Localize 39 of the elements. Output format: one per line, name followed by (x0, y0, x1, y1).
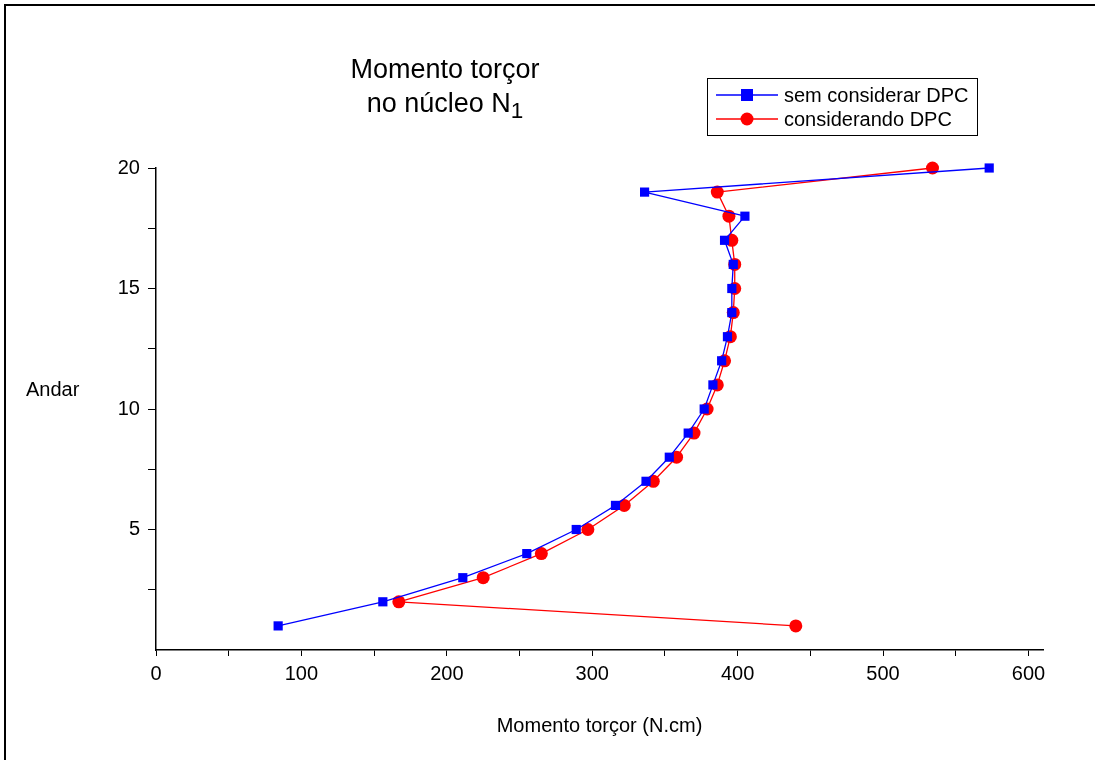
point (378, 597, 388, 607)
legend-label: sem considerar DPC (784, 83, 969, 107)
point (719, 235, 730, 245)
point (641, 476, 651, 486)
x-tick-label: 0 (150, 661, 162, 684)
point (728, 259, 738, 269)
x-axis-title: Momento torçor (N.cm) (496, 713, 703, 736)
x-tick-label: 200 (430, 661, 464, 684)
point (571, 524, 581, 535)
point (610, 500, 621, 510)
point (789, 619, 803, 633)
point (984, 163, 994, 173)
x-tick-label: 600 (1011, 661, 1046, 684)
chart-title: Momento torçor no núcleo N$_{1}$ (349, 53, 541, 126)
point (708, 380, 718, 390)
point (699, 404, 709, 414)
y-tick-label: 10 (117, 396, 140, 419)
point (740, 211, 750, 221)
point (722, 332, 733, 342)
point (683, 428, 693, 438)
point (727, 283, 737, 294)
point (476, 571, 490, 585)
point (522, 549, 532, 559)
legend-label: considerando DPC (784, 107, 952, 131)
x-tick-label: 400 (720, 661, 755, 684)
point (534, 547, 548, 561)
x-tick-label: 500 (866, 661, 900, 684)
x-tick-label: 100 (284, 661, 319, 684)
point (458, 573, 468, 583)
point (717, 356, 727, 366)
point (664, 452, 674, 462)
point (273, 621, 283, 631)
x-tick-label: 300 (575, 661, 609, 684)
point (639, 187, 650, 197)
y-tick-label: 15 (117, 276, 140, 299)
y-tick-label: 5 (128, 517, 140, 540)
point (581, 523, 595, 536)
y-axis-title: Andar (26, 378, 80, 401)
y-tick-label: 20 (117, 155, 140, 178)
